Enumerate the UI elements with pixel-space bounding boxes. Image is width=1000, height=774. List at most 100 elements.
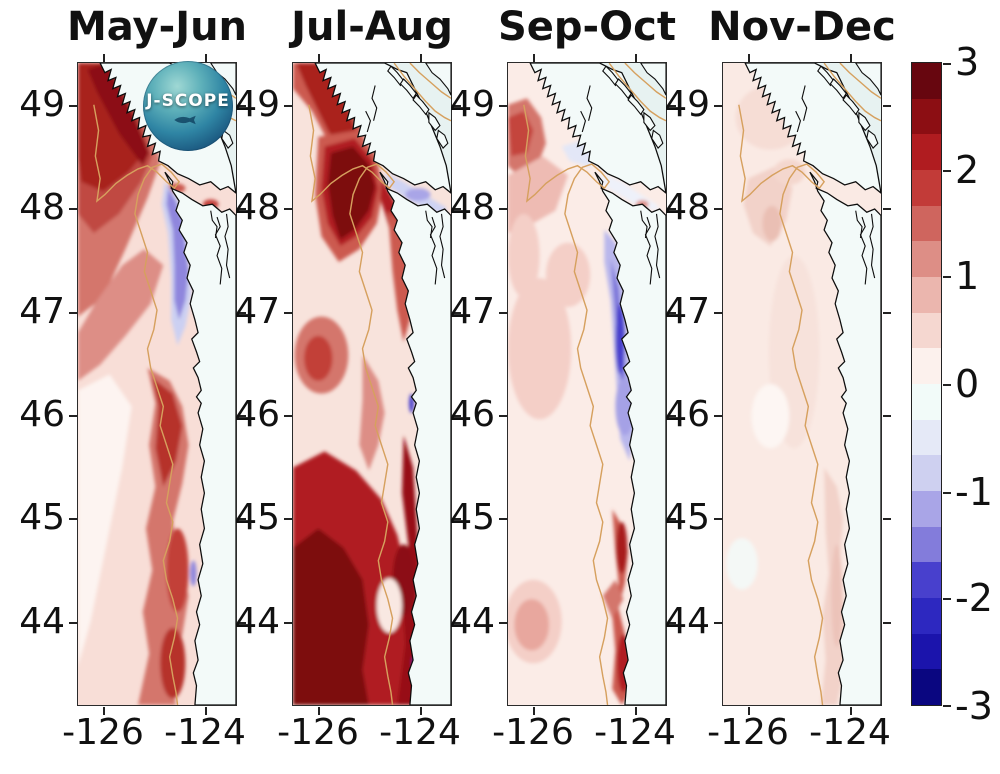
axis-tick-mark <box>237 105 246 107</box>
axis-tick-mark <box>452 312 461 314</box>
colorbar-segment <box>912 669 941 706</box>
y-axis-tick-label: 46 <box>234 393 280 435</box>
x-axis-tick-label: -124 <box>379 712 461 753</box>
axis-tick-mark <box>318 706 320 715</box>
colorbar-segment <box>912 312 941 349</box>
x-axis-tick-label: -126 <box>707 712 789 753</box>
colorbar-segment <box>912 491 941 527</box>
map-panel-may-jun <box>68 53 246 715</box>
fish-icon <box>174 115 196 124</box>
axis-tick-mark <box>748 53 750 62</box>
y-axis-tick-label: 48 <box>664 187 710 229</box>
colorbar-tick-label: 0 <box>955 362 980 406</box>
panel-title-nov-dec: Nov-Dec <box>708 4 896 50</box>
map-panel-nov-dec <box>713 53 891 715</box>
axis-tick-mark <box>713 312 722 314</box>
axis-tick-mark <box>498 622 507 624</box>
axis-tick-mark <box>533 53 535 62</box>
axis-tick-mark <box>452 415 461 417</box>
axis-tick-mark <box>498 518 507 520</box>
axis-tick-mark <box>68 518 77 520</box>
axis-tick-mark <box>882 105 891 107</box>
y-axis-tick-label: 46 <box>19 393 65 435</box>
y-axis-tick-label: 45 <box>449 496 495 538</box>
x-axis-tick-label: -124 <box>809 712 891 753</box>
axis-tick-mark <box>283 105 292 107</box>
axis-tick-mark <box>713 208 722 210</box>
colorbar-segment <box>912 419 941 456</box>
colorbar-segment <box>912 63 941 99</box>
axis-tick-mark <box>452 622 461 624</box>
axis-tick-mark <box>882 312 891 314</box>
y-axis-tick-label: 44 <box>664 600 710 642</box>
axis-tick-mark <box>498 415 507 417</box>
x-axis-tick-label: -126 <box>62 712 144 753</box>
y-axis-tick-label: 44 <box>449 600 495 642</box>
y-axis-tick-label: 47 <box>449 290 495 332</box>
axis-tick-mark <box>667 415 676 417</box>
map-sep-oct <box>508 63 666 705</box>
colorbar-segment <box>912 205 941 242</box>
axis-tick-mark <box>713 518 722 520</box>
colorbar-segment <box>912 562 941 599</box>
colorbar-segment <box>912 526 941 563</box>
panel-title-sep-oct: Sep-Oct <box>497 4 676 50</box>
x-axis-tick-label: -126 <box>492 712 574 753</box>
colorbar-tick-label: 1 <box>955 254 980 299</box>
y-axis-tick-label: 48 <box>234 187 280 229</box>
colorbar-segment <box>912 348 941 385</box>
axis-tick-mark <box>498 208 507 210</box>
colorbar-segment <box>912 277 941 313</box>
colorbar-tick-label: 3 <box>955 40 980 84</box>
axis-tick-mark <box>882 518 891 520</box>
axis-tick-mark <box>850 706 852 715</box>
y-axis-tick-label: 44 <box>19 600 65 642</box>
axis-tick-mark <box>68 312 77 314</box>
axis-tick-mark <box>498 105 507 107</box>
axis-tick-mark <box>237 415 246 417</box>
axis-tick-mark <box>942 276 951 278</box>
axis-tick-mark <box>452 105 461 107</box>
colorbar-segment <box>912 241 941 278</box>
y-axis-tick-label: 45 <box>19 496 65 538</box>
y-axis-tick-label: 49 <box>449 84 495 126</box>
colorbar-segment <box>912 384 941 420</box>
axis-tick-mark <box>420 706 422 715</box>
y-axis-tick-label: 44 <box>234 600 280 642</box>
axis-tick-mark <box>498 312 507 314</box>
axis-tick-mark <box>68 415 77 417</box>
y-axis-tick-label: 46 <box>449 393 495 435</box>
colorbar-tick-label: 2 <box>955 147 980 192</box>
axis-tick-mark <box>237 622 246 624</box>
axis-tick-mark <box>533 706 535 715</box>
map-may-jun <box>78 63 236 705</box>
y-axis-tick-label: 49 <box>664 84 710 126</box>
axis-tick-mark <box>667 105 676 107</box>
axis-tick-mark <box>713 105 722 107</box>
map-nov-dec <box>723 63 881 705</box>
y-axis-tick-label: 45 <box>234 496 280 538</box>
colorbar-tick-label: -1 <box>955 469 993 514</box>
x-axis-tick-label: -124 <box>594 712 676 753</box>
axis-tick-mark <box>882 622 891 624</box>
axis-tick-mark <box>283 415 292 417</box>
map-jul-aug <box>293 63 451 705</box>
colorbar-segment <box>912 134 941 171</box>
axis-tick-mark <box>942 170 951 172</box>
axis-tick-mark <box>283 208 292 210</box>
axis-tick-mark <box>68 208 77 210</box>
y-axis-tick-label: 47 <box>664 290 710 332</box>
axis-tick-mark <box>882 208 891 210</box>
axis-tick-mark <box>667 518 676 520</box>
axis-tick-mark <box>713 415 722 417</box>
y-axis-tick-label: 47 <box>234 290 280 332</box>
axis-tick-mark <box>748 706 750 715</box>
axis-tick-mark <box>237 518 246 520</box>
axis-tick-mark <box>942 598 951 600</box>
axis-tick-mark <box>103 706 105 715</box>
y-axis-tick-label: 48 <box>19 187 65 229</box>
axis-tick-mark <box>68 622 77 624</box>
axis-tick-mark <box>283 312 292 314</box>
jscope-logo: J-SCOPE <box>143 61 233 151</box>
axis-tick-mark <box>635 706 637 715</box>
